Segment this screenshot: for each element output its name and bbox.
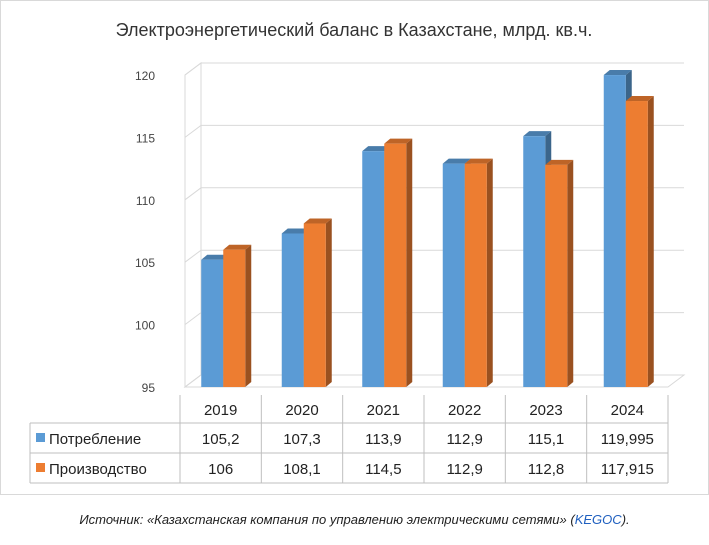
bar-side [486,158,493,387]
bar-top [545,159,574,165]
caption-text: Источник: «Казахстанская компания по упр… [79,512,575,527]
y-tick-label: 95 [142,381,156,395]
bar-top [442,158,471,164]
gridline [184,374,684,388]
bar-top [281,228,310,234]
grid-layer: 95 100 105 110 115 120 [135,62,684,395]
chart-svg: Электроэнергетический баланс в Казахстан… [0,0,709,495]
bar-top [523,131,552,137]
y-tick-label: 110 [136,194,155,208]
bar-top [464,158,493,164]
series-name: Производство [49,461,147,478]
data-label: 112,9 [446,461,482,478]
chart-border [0,0,709,495]
data-label: 107,3 [283,431,321,448]
bar-front [384,143,407,387]
chart-title: Электроэнергетический баланс в Казахстан… [116,20,593,40]
category-label: 2021 [367,402,400,419]
bar-side [325,218,332,387]
category-label: 2023 [529,402,562,419]
data-label: 106 [208,461,233,478]
data-label: 108,1 [283,461,321,478]
bar-front [201,259,224,387]
legend-key [36,433,45,442]
series-name: Потребление [49,431,141,448]
kegoc-link[interactable]: KEGOC [574,512,622,527]
chart-frame: Электроэнергетический баланс в Казахстан… [0,0,709,495]
bar-front [545,164,568,387]
data-label: 119,995 [601,431,654,448]
left-wall [184,62,202,388]
bar-top [223,244,252,250]
bar-side [245,244,252,387]
y-tick-label: 115 [136,131,155,145]
category-label: 2019 [204,402,237,419]
gridline [184,187,684,201]
bars-layer [201,70,654,387]
bar-front [625,101,648,387]
gridline [184,312,684,326]
bar-side [567,159,574,387]
bar-production-2019 [223,244,252,387]
gridline [184,249,684,263]
gridline [184,124,684,138]
category-label: 2020 [285,402,318,419]
bar-front [603,75,626,387]
bar-front [223,249,246,387]
bar-front [442,163,465,387]
data-label: 112,9 [446,431,482,448]
bar-front [464,163,487,387]
bar-front [362,151,385,387]
bar-production-2020 [303,218,332,387]
bar-production-2022 [464,158,493,387]
data-label: 115,1 [528,431,564,448]
gridline [184,62,684,76]
bar-top [625,96,654,102]
category-label: 2024 [611,402,644,419]
bar-top [303,218,332,224]
bar-front [523,136,546,387]
bar-front [303,223,326,387]
legend-key [36,463,45,472]
data-label: 105,2 [202,431,240,448]
bar-production-2024 [625,96,654,387]
bar-side [647,96,654,387]
bar-top [362,146,391,152]
bar-top [201,254,230,260]
bar-production-2023 [545,159,574,387]
data-label: 117,915 [601,461,654,478]
y-tick-label: 100 [135,319,155,333]
bar-top [603,70,632,76]
y-tick-label: 105 [135,256,155,270]
data-label: 113,9 [365,431,401,448]
data-table: 2019 2020 2021 2022 2023 2024 Потребление 105,2… [29,395,669,484]
data-label: 112,8 [528,461,564,478]
y-tick-label: 120 [135,69,155,83]
category-label: 2022 [448,402,481,419]
source-caption: Источник: «Казахстанская компания по упр… [0,512,709,527]
bar-top [384,138,413,144]
data-label: 114,5 [365,461,401,478]
caption-end: ). [621,512,630,527]
bar-side [406,138,413,387]
bar-production-2021 [384,138,413,387]
bar-front [281,233,304,387]
